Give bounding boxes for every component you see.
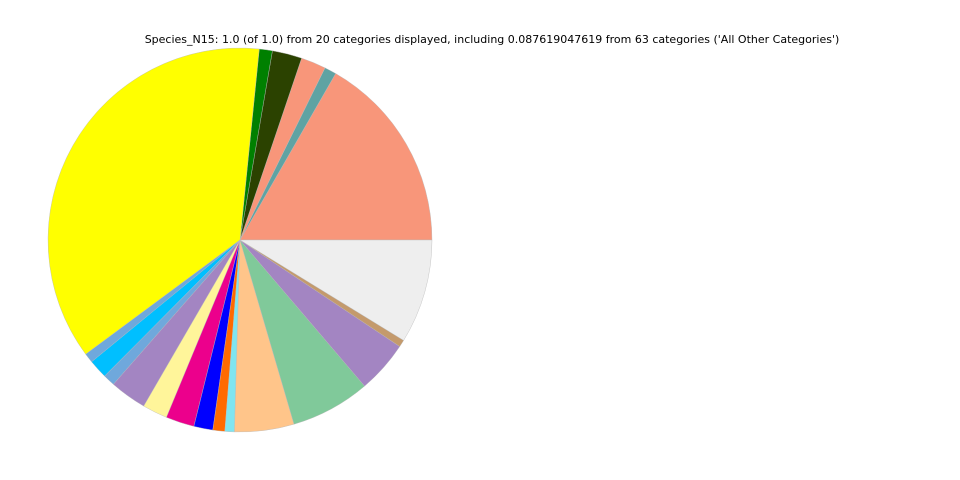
pie-slice (239, 73, 433, 241)
pie-slice (47, 47, 260, 355)
chart-title: Species_N15: 1.0 (of 1.0) from 20 catego… (145, 33, 840, 46)
pie-slice (239, 239, 433, 341)
